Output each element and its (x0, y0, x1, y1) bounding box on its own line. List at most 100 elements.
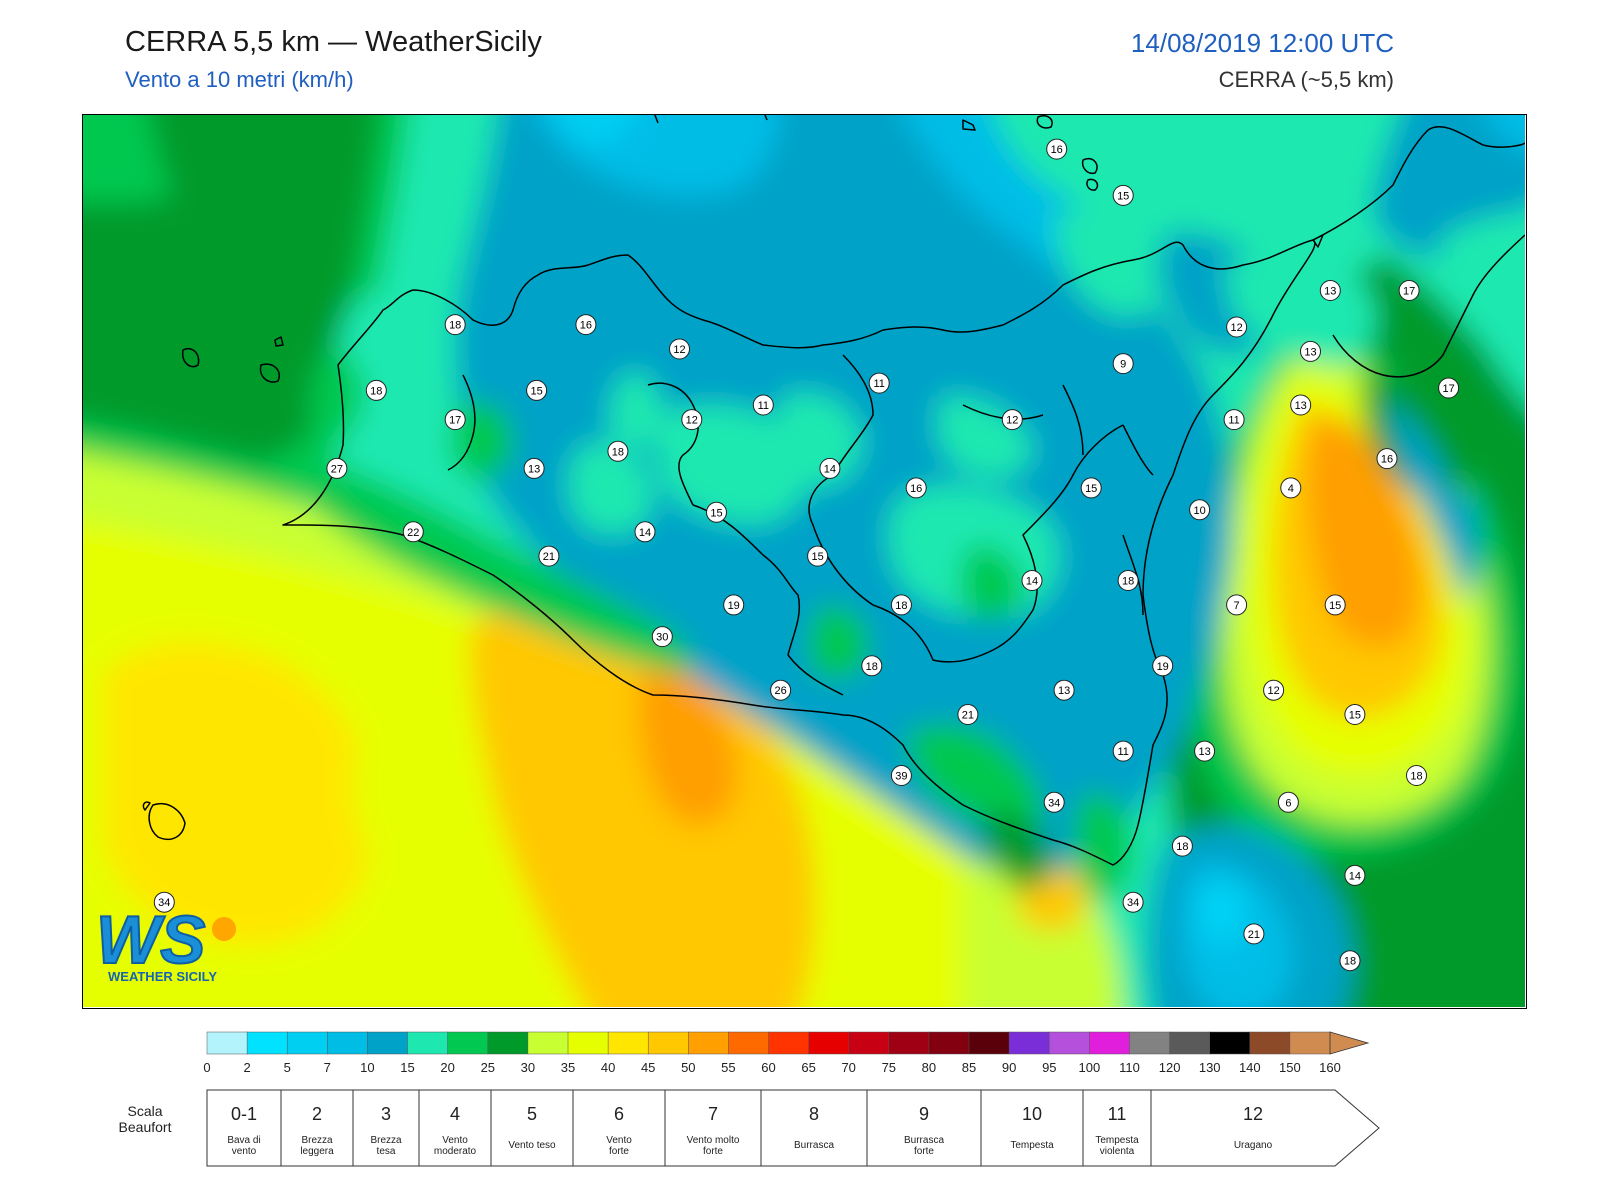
colorbar-tick-label: 60 (761, 1060, 775, 1075)
beaufort-number: 0-1 (231, 1104, 257, 1124)
station-marker: 39 (890, 765, 912, 786)
beaufort-label: Uragano (1234, 1140, 1273, 1151)
station-circle (868, 372, 890, 394)
colorbar-swatch (206, 1031, 248, 1055)
colorbar-tick-label: 120 (1159, 1060, 1181, 1075)
colorbar-swatch (728, 1031, 770, 1055)
beaufort-label: Vento molto (687, 1135, 740, 1146)
station-circle (1300, 340, 1321, 362)
station-circle (1290, 394, 1312, 416)
station-circle (1194, 740, 1216, 762)
beaufort-number: 5 (527, 1104, 537, 1124)
station-value: 17 (1442, 383, 1454, 395)
colorbar-tick-label: 20 (440, 1060, 454, 1075)
station-circle (1406, 765, 1427, 786)
station-marker: 21 (957, 704, 979, 725)
colorbar-swatch (1008, 1031, 1050, 1055)
beaufort-cell: 12 Uragano (1150, 1089, 1380, 1167)
colorbar-swatch (768, 1031, 810, 1055)
station-circle (752, 394, 774, 416)
station-value: 13 (1058, 685, 1070, 697)
station-marker: 18 (607, 440, 629, 462)
beaufort-number: 8 (809, 1104, 819, 1124)
station-marker: 9 (1112, 353, 1134, 375)
beaufort-title-line1: Scala (127, 1103, 162, 1119)
beaufort-label: Vento (442, 1135, 468, 1146)
station-value: 16 (1381, 454, 1393, 466)
station-circle (1376, 448, 1398, 470)
station-marker: 11 (1223, 409, 1245, 431)
beaufort-box (352, 1089, 420, 1167)
beaufort-number: 12 (1243, 1104, 1263, 1124)
station-value: 16 (910, 483, 922, 495)
beaufort-box (980, 1089, 1084, 1167)
station-value: 18 (370, 385, 382, 397)
station-value: 18 (1176, 841, 1188, 853)
station-circle (326, 457, 348, 479)
colorbar-swatch (1209, 1031, 1251, 1055)
station-marker: 34 (1043, 791, 1065, 813)
station-circle (957, 704, 979, 725)
station-value: 12 (686, 415, 698, 427)
station-value: 9 (1120, 359, 1126, 371)
station-value: 19 (1157, 661, 1169, 673)
colorbar-swatch (1169, 1031, 1211, 1055)
beaufort-label: violenta (1100, 1146, 1135, 1157)
station-circle (1080, 477, 1102, 499)
station-marker: 17 (1398, 280, 1420, 301)
station-marker: 15 (1324, 594, 1346, 616)
station-circle (1001, 409, 1023, 431)
station-circle (1339, 950, 1361, 972)
station-value: 15 (710, 507, 722, 519)
station-circle (523, 457, 545, 479)
beaufort-number: 7 (708, 1104, 718, 1124)
beaufort-label: vento (232, 1146, 257, 1157)
beaufort-cell: 5 Vento teso (490, 1089, 574, 1167)
station-value: 15 (1085, 483, 1097, 495)
colorbar-swatch (1089, 1031, 1131, 1055)
station-marker: 18 (1117, 570, 1139, 591)
colorbar-tick-label: 50 (681, 1060, 695, 1075)
beaufort-cell: 10 Tempesta (980, 1089, 1084, 1167)
colorbar-swatch (487, 1031, 529, 1055)
station-value: 18 (866, 661, 878, 673)
beaufort-title-line2: Beaufort (119, 1119, 172, 1135)
station-marker: 30 (651, 626, 673, 648)
station-marker: 13 (1194, 740, 1216, 762)
station-value: 15 (1329, 600, 1341, 612)
beaufort-box (1082, 1089, 1152, 1167)
colorbar-swatch (607, 1031, 649, 1055)
station-marker: 16 (1376, 448, 1398, 470)
colorbar-tick-label: 150 (1279, 1060, 1301, 1075)
beaufort-box (664, 1089, 762, 1167)
beaufort-label: forte (914, 1146, 934, 1157)
station-value: 18 (449, 320, 461, 332)
colorbar-tick-label: 30 (521, 1060, 535, 1075)
station-circle (1263, 679, 1285, 701)
station-marker: 15 (1080, 477, 1102, 499)
station-circle (444, 314, 466, 336)
station-value: 21 (543, 551, 555, 563)
station-value: 12 (1006, 415, 1018, 427)
station-value: 17 (1403, 286, 1415, 298)
station-circle (1277, 791, 1299, 813)
station-value: 13 (528, 463, 540, 475)
station-marker: 16 (905, 477, 927, 499)
station-value: 13 (1295, 400, 1307, 412)
station-marker: 18 (365, 379, 387, 401)
station-marker: 4 (1280, 477, 1302, 499)
colorbar-tick-label: 10 (360, 1060, 374, 1075)
model-label: CERRA (~5,5 km) (1218, 67, 1394, 92)
station-circle (1189, 499, 1211, 521)
beaufort-label: Brezza (301, 1135, 333, 1146)
station-circle (1398, 280, 1420, 301)
station-value: 15 (1117, 190, 1129, 202)
colorbar-swatch (808, 1031, 850, 1055)
colorbar-tick-label: 5 (284, 1060, 291, 1075)
station-value: 14 (1026, 576, 1038, 588)
station-value: 4 (1288, 483, 1294, 495)
station-circle (1112, 740, 1134, 762)
station-value: 13 (1304, 346, 1316, 358)
station-circle (807, 545, 829, 567)
